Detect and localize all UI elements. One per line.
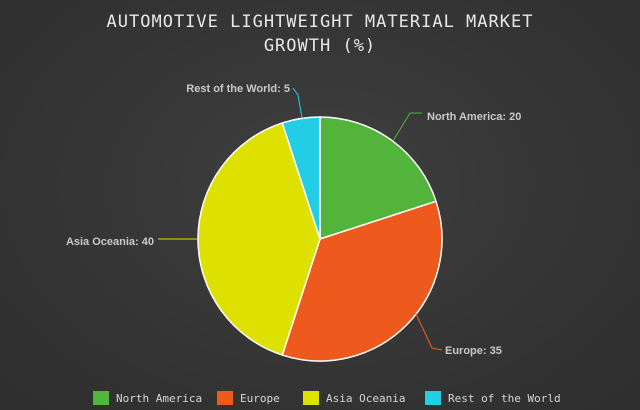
legend-swatch-europe: [217, 391, 233, 405]
pie-slice-europe[interactable]: [281, 200, 443, 362]
legend-item-rest-of-the-world[interactable]: Rest of the World: [425, 390, 561, 406]
chart-title-line-2: GROWTH (%): [263, 36, 377, 56]
legend-item-europe[interactable]: Europe: [217, 390, 280, 406]
legend-label-asia-oceania: Asia Oceania: [326, 391, 406, 405]
leader-line-north-america: [392, 112, 422, 142]
data-label-asia-oceania: Asia Oceania: 40: [66, 236, 154, 248]
pie-labels: North America: 20 Europe: 35 Asia Oceania:…: [66, 83, 521, 357]
legend-item-north-america[interactable]: North America: [93, 390, 202, 406]
chart-legend: North America Europe Asia Oceania Rest o…: [0, 390, 640, 408]
data-label-europe: Europe: 35: [445, 345, 502, 357]
pie-leader-lines: [158, 87, 443, 351]
data-label-north-america: North America: 20: [427, 111, 521, 123]
legend-label-rest-of-the-world: Rest of the World: [448, 391, 561, 405]
legend-swatch-rest-of-the-world: [425, 391, 441, 405]
chart-title-line-1: AUTOMOTIVE LIGHTWEIGHT MATERIAL MARKET: [106, 12, 534, 32]
legend-label-north-america: North America: [116, 391, 203, 405]
pie-slice-north-america[interactable]: [319, 116, 437, 240]
legend-swatch-asia-oceania: [303, 391, 319, 405]
pie-slice-rest-of-the-world[interactable]: [281, 116, 321, 240]
leader-line-europe: [415, 313, 443, 351]
legend-item-asia-oceania[interactable]: Asia Oceania: [303, 390, 405, 406]
data-label-rest-of-the-world: Rest of the World: 5: [186, 83, 290, 95]
legend-swatch-north-america: [93, 391, 109, 405]
leader-line-rest-of-the-world: [292, 87, 303, 119]
pie-slices: [197, 116, 443, 362]
chart-title: AUTOMOTIVE LIGHTWEIGHT MATERIAL MARKET G…: [0, 10, 640, 58]
legend-label-europe: Europe: [240, 391, 280, 405]
